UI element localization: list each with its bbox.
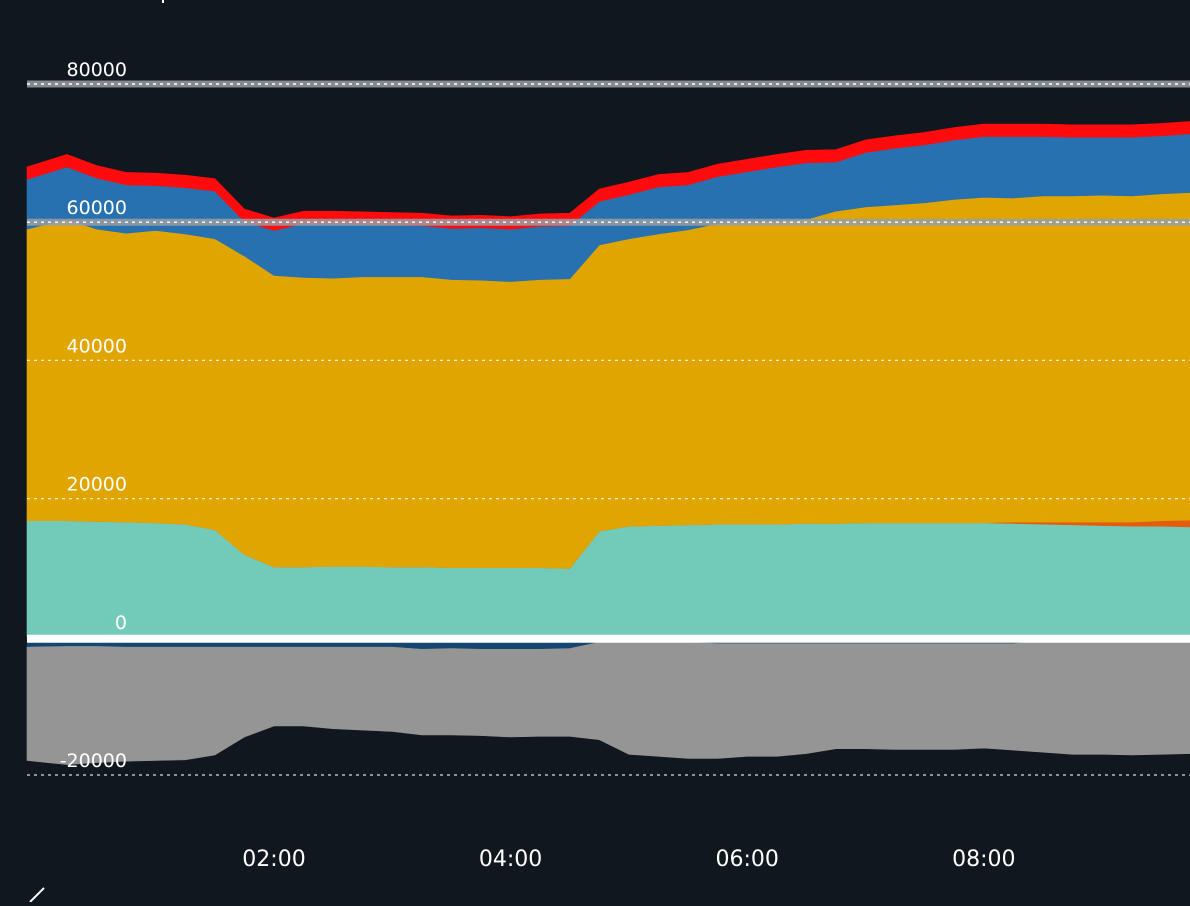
y-tick-label: 80000 (67, 59, 127, 81)
positive-area-series-2 (26, 192, 1190, 569)
negative-area-series-1 (26, 638, 1190, 765)
y-tick-label: 60000 (67, 197, 127, 219)
y-tick-label: 40000 (67, 335, 127, 357)
x-tick-label: 06:00 (715, 847, 778, 872)
top-mark (162, 0, 164, 3)
y-tick-label: 0 (115, 612, 127, 634)
x-tick-label: 02:00 (242, 847, 305, 872)
x-tick-label: 10:00 (1189, 847, 1190, 872)
x-tick-label: 04:00 (479, 847, 542, 872)
y-axis-tick-labels: -20000 0 20000 40000 60000 80000 (60, 59, 127, 772)
x-axis-tick-labels: 02:00 04:00 06:00 08:00 10:00 (242, 847, 1190, 872)
y-tick-label: 20000 (67, 474, 127, 496)
y-tick-label: -20000 (60, 750, 127, 772)
chart-decoration (29, 0, 164, 903)
gridlines (27, 80, 1190, 776)
x-tick-label: 08:00 (952, 847, 1015, 872)
positive-area-series-0 (26, 520, 1190, 638)
area-series-layer (26, 121, 1190, 765)
corner-mark (29, 887, 45, 903)
